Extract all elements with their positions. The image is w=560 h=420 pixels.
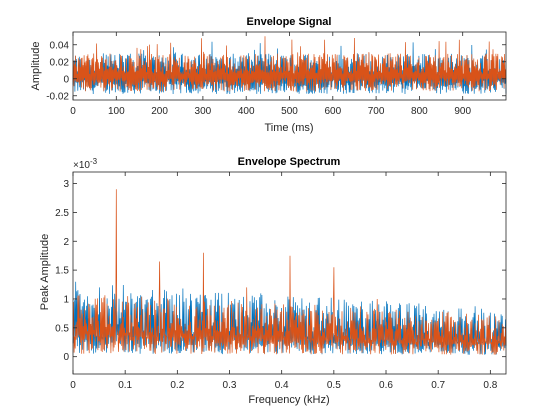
envelope-spectrum-axes-box (72, 171, 507, 375)
envelope-spectrum-exponent: ×10-3 (73, 157, 98, 171)
x-tick-label: 0 (70, 106, 76, 117)
envelope-spectrum-xlabel: Frequency (kHz) (248, 394, 329, 406)
envelope-spectrum-traces (72, 189, 507, 355)
x-tick-label: 300 (195, 106, 212, 117)
y-tick-label: 1 (63, 294, 69, 305)
x-tick-label: 0 (70, 380, 76, 391)
envelope-signal-xlabel: Time (ms) (264, 122, 313, 134)
x-tick-label: 0.5 (327, 380, 341, 391)
x-tick-label: 100 (108, 106, 125, 117)
x-tick-label: 0.4 (275, 380, 289, 391)
envelope-spectrum-plot: Envelope Spectrum ×10-3 0 0.1 0.2 0.3 0.4 0.5… (39, 156, 507, 406)
y-tick-label: 0 (63, 352, 69, 363)
x-tick-label: 0.6 (379, 380, 393, 391)
envelope-signal-traces (72, 36, 507, 95)
y-tick-label: -0.02 (46, 91, 69, 102)
x-tick-label: 200 (151, 106, 168, 117)
envelope-signal-y-ticks: -0.02 0 0.02 0.04 (46, 40, 506, 102)
envelope-signal-title: Envelope Signal (247, 16, 332, 28)
y-tick-label: 0.5 (55, 323, 69, 334)
y-tick-label: 0 (63, 74, 69, 85)
envelope-spectrum-x-ticks: 0 0.1 0.2 0.3 0.4 0.5 0.6 0.7 0.8 (70, 172, 498, 391)
y-tick-label: 3 (63, 179, 69, 190)
exponent-power: -3 (90, 157, 98, 166)
x-tick-label: 0.3 (223, 380, 237, 391)
x-tick-label: 800 (411, 106, 428, 117)
y-tick-label: 0.04 (50, 40, 70, 51)
y-tick-label: 2.5 (55, 208, 69, 219)
envelope-spectrum-title: Envelope Spectrum (238, 156, 341, 168)
x-tick-label: 0.1 (118, 380, 132, 391)
x-tick-label: 700 (368, 106, 385, 117)
x-tick-label: 0.2 (170, 380, 184, 391)
x-tick-label: 900 (454, 106, 471, 117)
spectrum-series-2-line (72, 189, 507, 355)
x-tick-label: 0.7 (431, 380, 445, 391)
y-tick-label: 1.5 (55, 266, 69, 277)
envelope-spectrum-ylabel: Peak Amplitude (39, 234, 51, 310)
envelope-signal-x-ticks: 0 100 200 300 400 500 600 700 800 900 (70, 32, 471, 117)
x-tick-label: 400 (238, 106, 255, 117)
x-tick-label: 500 (281, 106, 298, 117)
x-tick-label: 0.8 (483, 380, 497, 391)
signal-series-2-line (72, 36, 507, 92)
y-tick-label: 0.02 (50, 57, 70, 68)
envelope-spectrum-y-ticks: 0 0.5 1 1.5 2 2.5 3 (55, 179, 506, 363)
y-tick-label: 2 (63, 237, 69, 248)
envelope-signal-plot: Envelope Signal 0 100 200 300 400 500 600 700 80… (30, 16, 507, 134)
exponent-base: ×10 (73, 160, 90, 171)
x-tick-label: 600 (324, 106, 341, 117)
envelope-signal-ylabel: Amplitude (30, 42, 42, 91)
